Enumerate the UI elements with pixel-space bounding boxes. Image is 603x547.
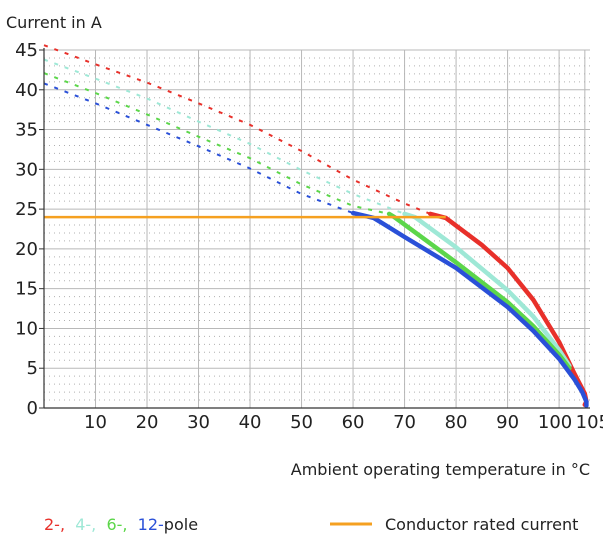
- x-tick-label-8: 90: [496, 412, 519, 433]
- y-tick-label-3: 15: [15, 279, 38, 300]
- x-tick-label-3: 40: [239, 412, 262, 433]
- y-tick-label-5: 25: [15, 199, 38, 220]
- y-axis-label: Current in A: [6, 13, 102, 32]
- legend-pole-suffix: pole: [164, 515, 198, 534]
- series-3-solid: [350, 210, 589, 408]
- legend-rated-current-label: Conductor rated current: [385, 515, 578, 534]
- x-tick-label-2: 30: [187, 412, 210, 433]
- legend-entry-0: 2-,: [44, 515, 75, 534]
- x-tick-label-6: 70: [393, 412, 416, 433]
- x-tick-label-5: 60: [342, 412, 365, 433]
- series-2-solid: [386, 211, 572, 371]
- series-3-dashed: [43, 82, 354, 215]
- tick-labels: 0 5 10 15 20 25 30 35 40 45 10 20 30 40 50 60 70 80 90 100 1…: [15, 40, 603, 433]
- y-tick-label-7: 35: [15, 120, 38, 141]
- y-tick-label-1: 5: [27, 358, 38, 379]
- series-0-dashed: [43, 44, 431, 215]
- x-tick-label-4: 50: [290, 412, 313, 433]
- legend-entry-3: 12-: [138, 515, 164, 534]
- x-axis-label: Ambient operating temperature in °C: [291, 460, 590, 479]
- series-1-dashed: [43, 58, 405, 215]
- y-tick-label-9: 45: [15, 40, 38, 61]
- x-tick-label-7: 80: [445, 412, 468, 433]
- y-tick-label-8: 40: [15, 80, 38, 101]
- x-tick-label-10: 105: [576, 412, 603, 433]
- y-tick-label-0: 0: [27, 398, 38, 419]
- y-tick-label-2: 10: [15, 318, 38, 339]
- axes: [39, 48, 590, 409]
- x-tick-label-9: 100: [538, 412, 572, 433]
- x-tick-label-0: 10: [84, 412, 107, 433]
- series-layer: [43, 44, 589, 408]
- legend-pole-entries: 2-, 4-, 6-, 12-pole: [44, 515, 198, 534]
- legend: 2-, 4-, 6-, 12-pole Conductor rated curr…: [44, 515, 578, 534]
- y-tick-label-4: 20: [15, 239, 38, 260]
- legend-entry-2: 6-,: [106, 515, 137, 534]
- legend-entry-1: 4-,: [75, 515, 106, 534]
- y-tick-label-6: 30: [15, 159, 38, 180]
- x-tick-label-1: 20: [136, 412, 159, 433]
- grid: [44, 49, 590, 408]
